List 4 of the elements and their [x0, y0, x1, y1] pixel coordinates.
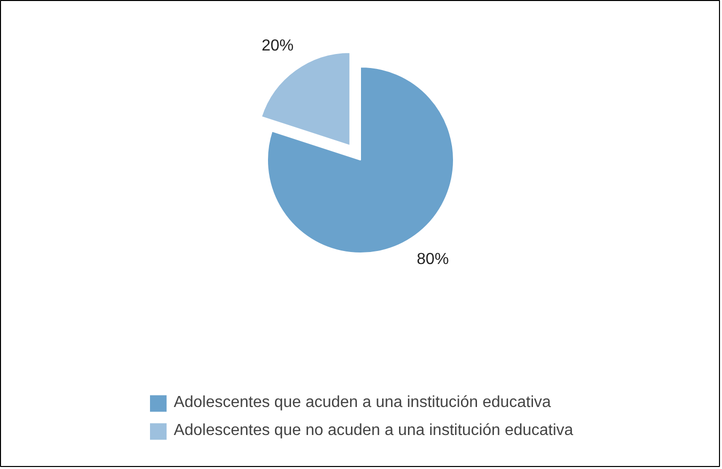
legend-label: Adolescentes que acuden a una institución educativa — [174, 394, 551, 412]
data-label: 20% — [262, 37, 294, 54]
legend-label: Adolescentes que no acuden a una institución educativa — [174, 422, 574, 440]
data-label: 80% — [416, 251, 449, 268]
